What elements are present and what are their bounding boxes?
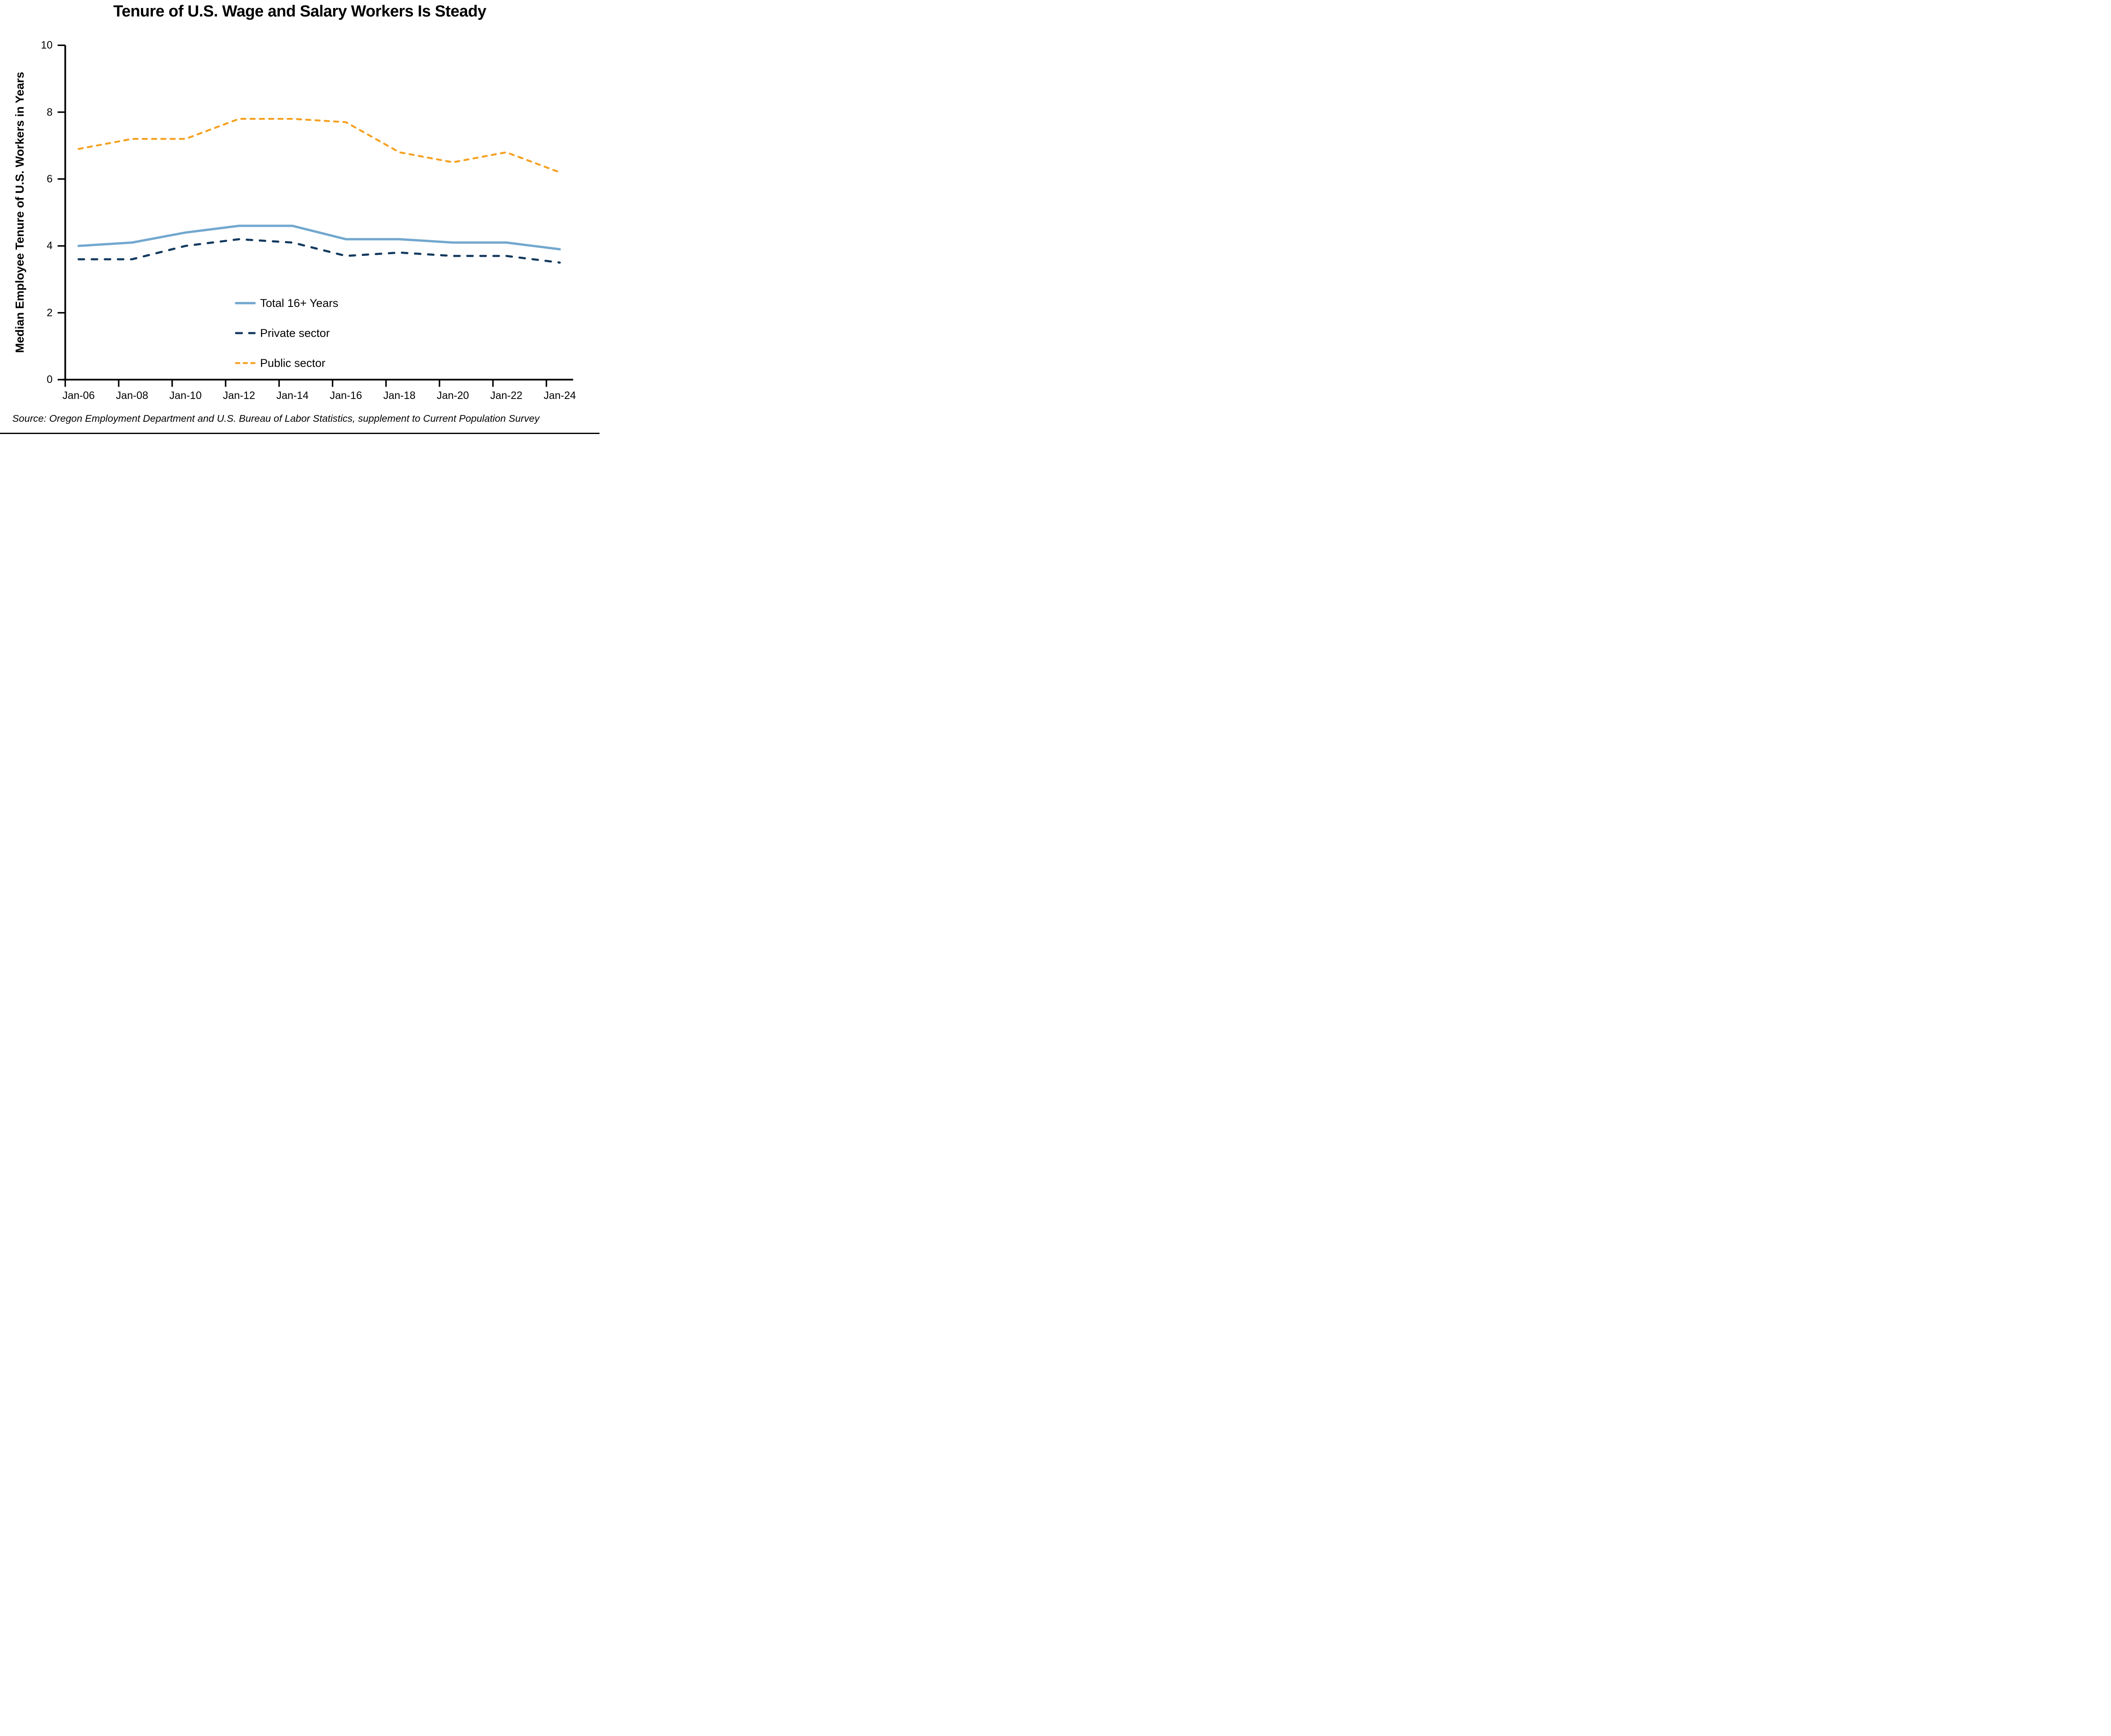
series-line-total-16-years [77,225,561,251]
legend-swatch-public [235,362,256,364]
chart-canvas [57,44,573,387]
y-tick-label: 2 [46,307,53,319]
legend-item-total: Total 16+ Years [235,295,338,312]
x-tick-label: Jan-20 [437,390,469,402]
y-tick-label: 0 [46,374,53,386]
x-tick-label: Jan-12 [222,390,255,402]
chart-title: Tenure of U.S. Wage and Salary Workers I… [113,3,486,20]
x-tick-label: Jan-18 [383,390,416,402]
series-line-public-sector [77,118,561,174]
x-tick-label: Jan-14 [276,390,309,402]
x-tick-label: Jan-24 [543,390,576,402]
y-tick-label: 4 [46,240,53,252]
legend: Total 16+ Years Private sector Public se… [235,295,338,385]
legend-label-private: Private sector [260,326,330,339]
y-tick-label: 10 [41,39,53,52]
x-tick-label: Jan-16 [330,390,362,402]
x-tick-label: Jan-10 [169,390,202,402]
series-line-private-sector [77,238,561,264]
source-note: Source: Oregon Employment Department and… [12,413,540,424]
legend-item-private: Private sector [235,325,338,342]
legend-swatch-private [235,332,256,334]
legend-label-total: Total 16+ Years [260,296,339,309]
legend-swatch-total [235,302,256,304]
chart-page: Tenure of U.S. Wage and Salary Workers I… [0,0,600,434]
x-tick-label: Jan-22 [490,390,523,402]
y-tick-label: 6 [46,173,53,185]
x-tick-label: Jan-08 [116,390,148,402]
legend-item-public: Public sector [235,355,338,372]
y-tick-label: 8 [46,106,53,118]
x-tick-label: Jan-06 [62,390,95,402]
legend-label-public: Public sector [260,356,326,369]
